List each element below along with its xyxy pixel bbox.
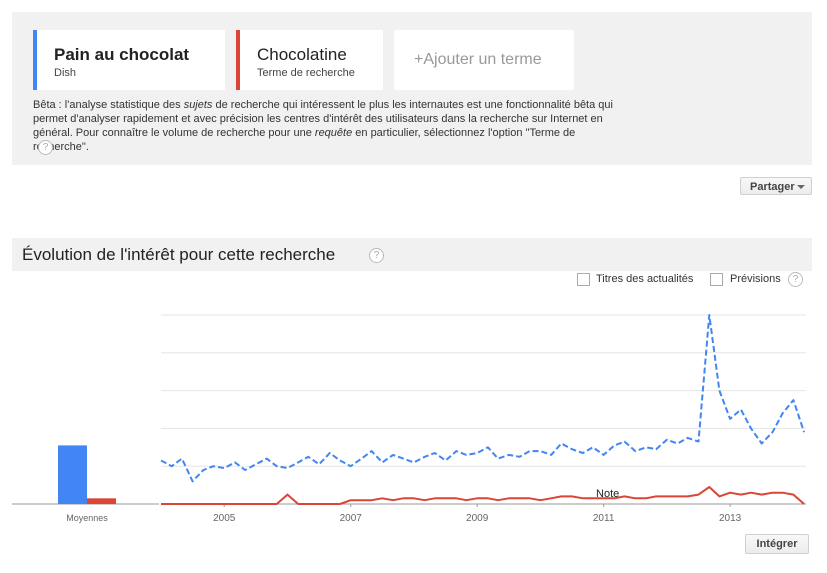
average-bar — [87, 498, 116, 504]
series-line — [160, 314, 806, 483]
text: requête — [314, 127, 353, 139]
average-label: Moyennes — [66, 513, 108, 523]
term-name: Chocolatine — [257, 45, 347, 64]
text: sujets — [183, 99, 213, 111]
share-button[interactable]: Partager — [740, 177, 812, 195]
section-title: Évolution de l'intérêt pour cette recher… — [22, 245, 336, 264]
checkbox-label[interactable]: Titres des actualités — [596, 273, 694, 285]
series-line — [161, 486, 805, 505]
checkbox[interactable] — [710, 273, 723, 286]
beta-note: Bêta : l'analyse statistique des sujets … — [33, 98, 633, 154]
embed-button[interactable]: Intégrer — [745, 534, 809, 554]
x-tick-label: 2009 — [466, 513, 489, 524]
help-icon[interactable]: ? — [788, 272, 803, 287]
x-tick-label: 2013 — [719, 513, 742, 524]
help-icon[interactable]: ? — [369, 248, 384, 263]
help-icon[interactable]: ? — [38, 140, 53, 155]
checkbox-label[interactable]: Prévisions — [730, 273, 781, 285]
x-tick-label: 2011 — [593, 513, 615, 524]
term-kind: Terme de recherche — [257, 67, 355, 79]
x-tick-label: 2005 — [213, 513, 236, 524]
label: Partager — [750, 181, 795, 193]
add-term[interactable]: +Ajouter un terme — [394, 30, 574, 90]
term-card[interactable]: Pain au chocolat Dish — [33, 30, 225, 90]
term-name: Pain au chocolat — [54, 45, 190, 64]
term-card[interactable]: Chocolatine Terme de recherche — [236, 30, 383, 90]
average-bar — [58, 445, 87, 504]
term-kind: Dish — [54, 67, 77, 79]
dropdown-arrow — [797, 185, 805, 189]
chart: 2005 2007 2009 2011 2013 Moyennes Note — [12, 314, 806, 524]
section-header — [12, 238, 812, 271]
text: Bêta : l'analyse statistique des — [33, 99, 184, 111]
checkbox[interactable] — [577, 273, 590, 286]
x-tick-label: 2007 — [340, 513, 363, 524]
annotation: Note — [596, 488, 619, 500]
text: de recherche qui intéressent le plus les… — [33, 99, 613, 139]
